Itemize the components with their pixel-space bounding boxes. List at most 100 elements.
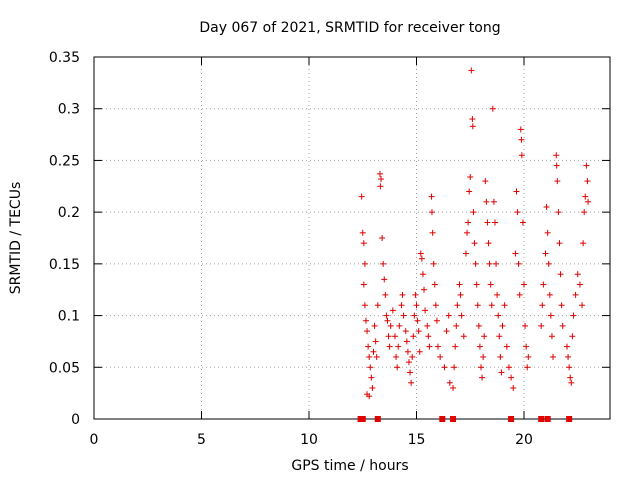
data-point — [553, 152, 560, 159]
data-point — [403, 338, 410, 345]
data-point — [453, 322, 460, 329]
data-point — [437, 353, 444, 360]
data-point — [465, 219, 472, 226]
data-point — [472, 260, 479, 267]
data-point — [525, 353, 532, 360]
data-point — [540, 281, 547, 288]
data-point — [466, 188, 473, 195]
data-point — [361, 260, 368, 267]
data-point — [516, 291, 523, 298]
data-point — [518, 136, 525, 143]
data-point — [566, 364, 573, 371]
y-tick-label: 0.15 — [49, 257, 80, 273]
data-point — [433, 317, 440, 324]
data-point — [474, 302, 481, 309]
data-point — [381, 276, 388, 283]
zero-marker — [538, 416, 545, 422]
data-point — [364, 328, 371, 335]
data-point — [369, 384, 376, 391]
y-tick-label: 0.35 — [49, 50, 80, 66]
data-point — [544, 229, 551, 236]
data-point — [425, 333, 432, 340]
x-tick-label: 5 — [197, 432, 206, 448]
data-point — [553, 162, 560, 169]
data-point — [556, 240, 563, 247]
data-point — [538, 322, 545, 329]
data-point — [576, 281, 583, 288]
data-point — [501, 302, 508, 309]
data-point — [550, 353, 557, 360]
zero-markers — [357, 416, 573, 422]
data-point — [421, 286, 428, 293]
data-point — [360, 281, 367, 288]
data-point — [446, 379, 453, 386]
data-point — [386, 343, 393, 350]
data-point — [478, 364, 484, 371]
data-point — [367, 364, 374, 371]
data-point — [489, 105, 496, 112]
data-point — [361, 302, 368, 309]
data-point — [508, 374, 515, 381]
data-point — [464, 229, 471, 236]
data-point — [554, 178, 561, 185]
data-point — [567, 374, 574, 381]
data-point — [558, 302, 565, 309]
data-point — [362, 317, 369, 324]
data-point — [416, 348, 423, 355]
data-point — [456, 281, 463, 288]
chart-title: Day 067 of 2021, SRMTID for receiver ton… — [199, 20, 500, 36]
data-point — [389, 307, 396, 314]
data-point — [430, 260, 437, 267]
data-point — [387, 322, 394, 329]
data-point — [366, 353, 373, 360]
data-point — [557, 271, 564, 278]
data-point — [565, 353, 572, 360]
data-point — [374, 302, 381, 309]
grid — [94, 57, 610, 419]
data-point — [395, 343, 402, 350]
data-point — [473, 281, 480, 288]
data-point — [410, 333, 417, 340]
data-point — [409, 353, 416, 360]
data-point — [524, 364, 531, 371]
zero-marker — [359, 416, 366, 422]
data-point — [428, 193, 435, 200]
data-point — [469, 123, 476, 130]
data-point — [585, 198, 592, 205]
data-point — [559, 322, 566, 329]
data-point — [505, 364, 512, 371]
data-point — [454, 302, 461, 309]
data-point — [417, 250, 424, 257]
y-tick-label: 0.1 — [58, 309, 80, 325]
data-point — [572, 291, 579, 298]
data-point — [365, 343, 372, 350]
data-point — [396, 322, 403, 329]
data-point — [518, 152, 525, 159]
data-point — [432, 302, 439, 309]
data-point — [491, 219, 498, 226]
data-point — [513, 188, 520, 195]
data-point — [413, 302, 420, 309]
plot-frame — [93, 56, 611, 420]
data-point — [568, 379, 575, 386]
data-point — [494, 291, 501, 298]
data-point — [467, 173, 474, 180]
data-point — [441, 364, 448, 371]
y-tick-label: 0.3 — [58, 102, 80, 118]
data-point — [400, 312, 407, 319]
data-point — [481, 333, 488, 340]
data-point — [484, 219, 491, 226]
zero-marker — [508, 416, 515, 422]
data-point — [545, 260, 552, 267]
data-point — [522, 322, 529, 329]
data-point — [377, 183, 384, 190]
data-point — [539, 302, 546, 309]
data-point — [376, 170, 383, 177]
data-point — [470, 209, 477, 216]
axis-ticks — [93, 56, 610, 420]
data-point — [512, 250, 519, 257]
data-point — [471, 240, 478, 247]
data-point — [523, 343, 530, 350]
data-point — [451, 364, 458, 371]
data-point — [510, 384, 517, 391]
